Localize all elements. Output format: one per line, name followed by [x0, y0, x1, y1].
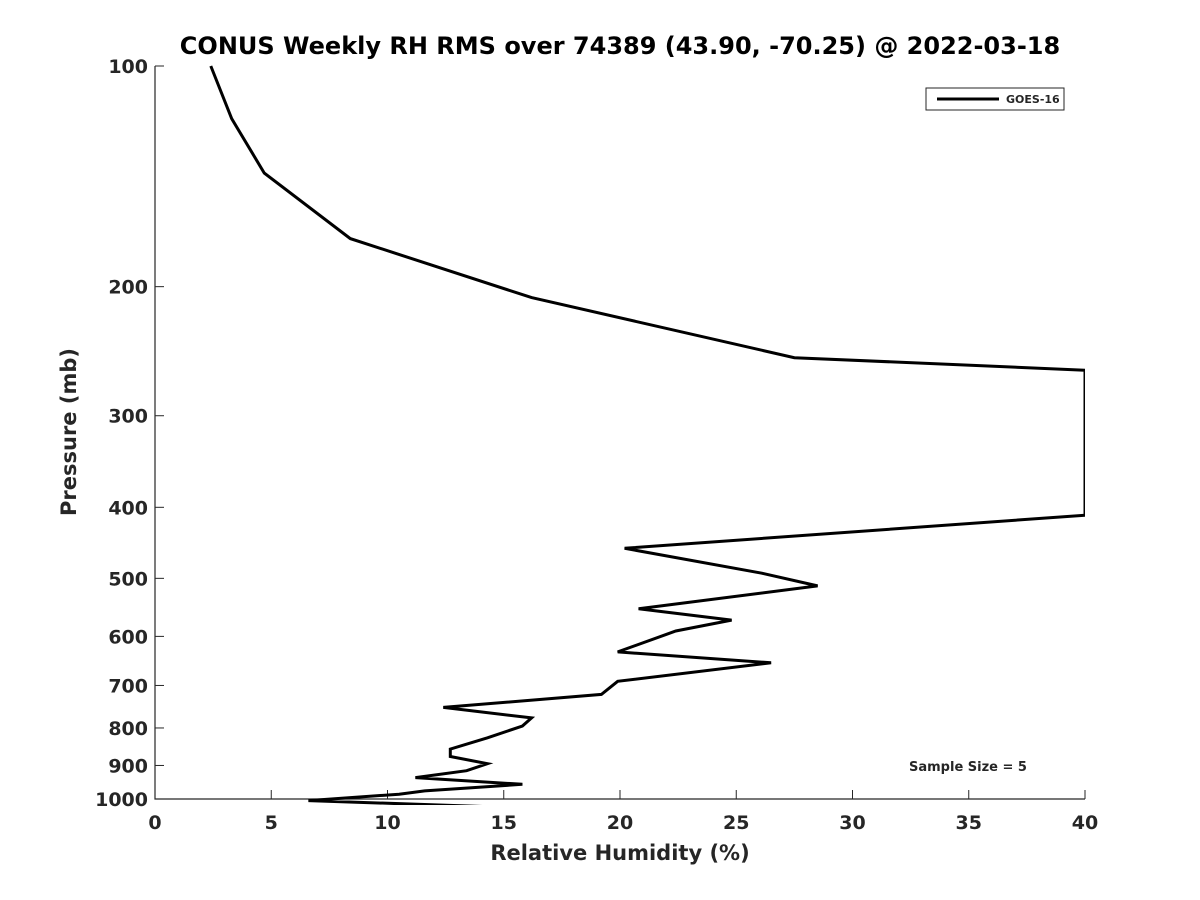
x-tick-label: 30 — [839, 812, 865, 834]
x-tick-label: 5 — [265, 812, 278, 834]
x-tick-label: 40 — [1072, 812, 1098, 834]
sample-size-annotation: Sample Size = 5 — [909, 760, 1027, 775]
y-tick-label: 700 — [108, 675, 148, 697]
y-tick-label: 800 — [108, 718, 148, 740]
x-axis-label: Relative Humidity (%) — [490, 841, 749, 865]
x-axis: 0 5 10 15 20 25 30 35 40 — [148, 790, 1098, 834]
x-tick-label: 0 — [148, 812, 161, 834]
x-tick-label: 15 — [491, 812, 517, 834]
legend-label-goes16: GOES-16 — [1006, 93, 1060, 106]
plot-area: 0 5 10 15 20 25 30 35 40 100 200 300 400 500 600 700 80… — [95, 56, 1098, 834]
y-tick-label: 400 — [108, 497, 148, 519]
y-axis: 100 200 300 400 500 600 700 800 900 1000 — [95, 56, 164, 811]
y-tick-label: 200 — [108, 277, 148, 299]
series-layer — [209, 65, 1085, 805]
y-axis-label: Pressure (mb) — [57, 348, 81, 516]
y-tick-label: 100 — [108, 56, 148, 78]
y-tick-label: 500 — [108, 568, 148, 590]
x-tick-label: 25 — [723, 812, 749, 834]
chart-title: CONUS Weekly RH RMS over 74389 (43.90, -… — [180, 32, 1060, 60]
y-tick-label: 900 — [108, 755, 148, 777]
axis-lines — [154, 66, 1085, 800]
legend: GOES-16 — [925, 87, 1065, 111]
x-tick-label: 20 — [607, 812, 633, 834]
x-tick-label: 35 — [956, 812, 982, 834]
y-tick-label: 1000 — [95, 789, 148, 811]
x-tick-label: 10 — [374, 812, 400, 834]
series-line-goes16 — [209, 65, 1085, 805]
y-tick-label: 600 — [108, 626, 148, 648]
y-tick-label: 300 — [108, 406, 148, 428]
